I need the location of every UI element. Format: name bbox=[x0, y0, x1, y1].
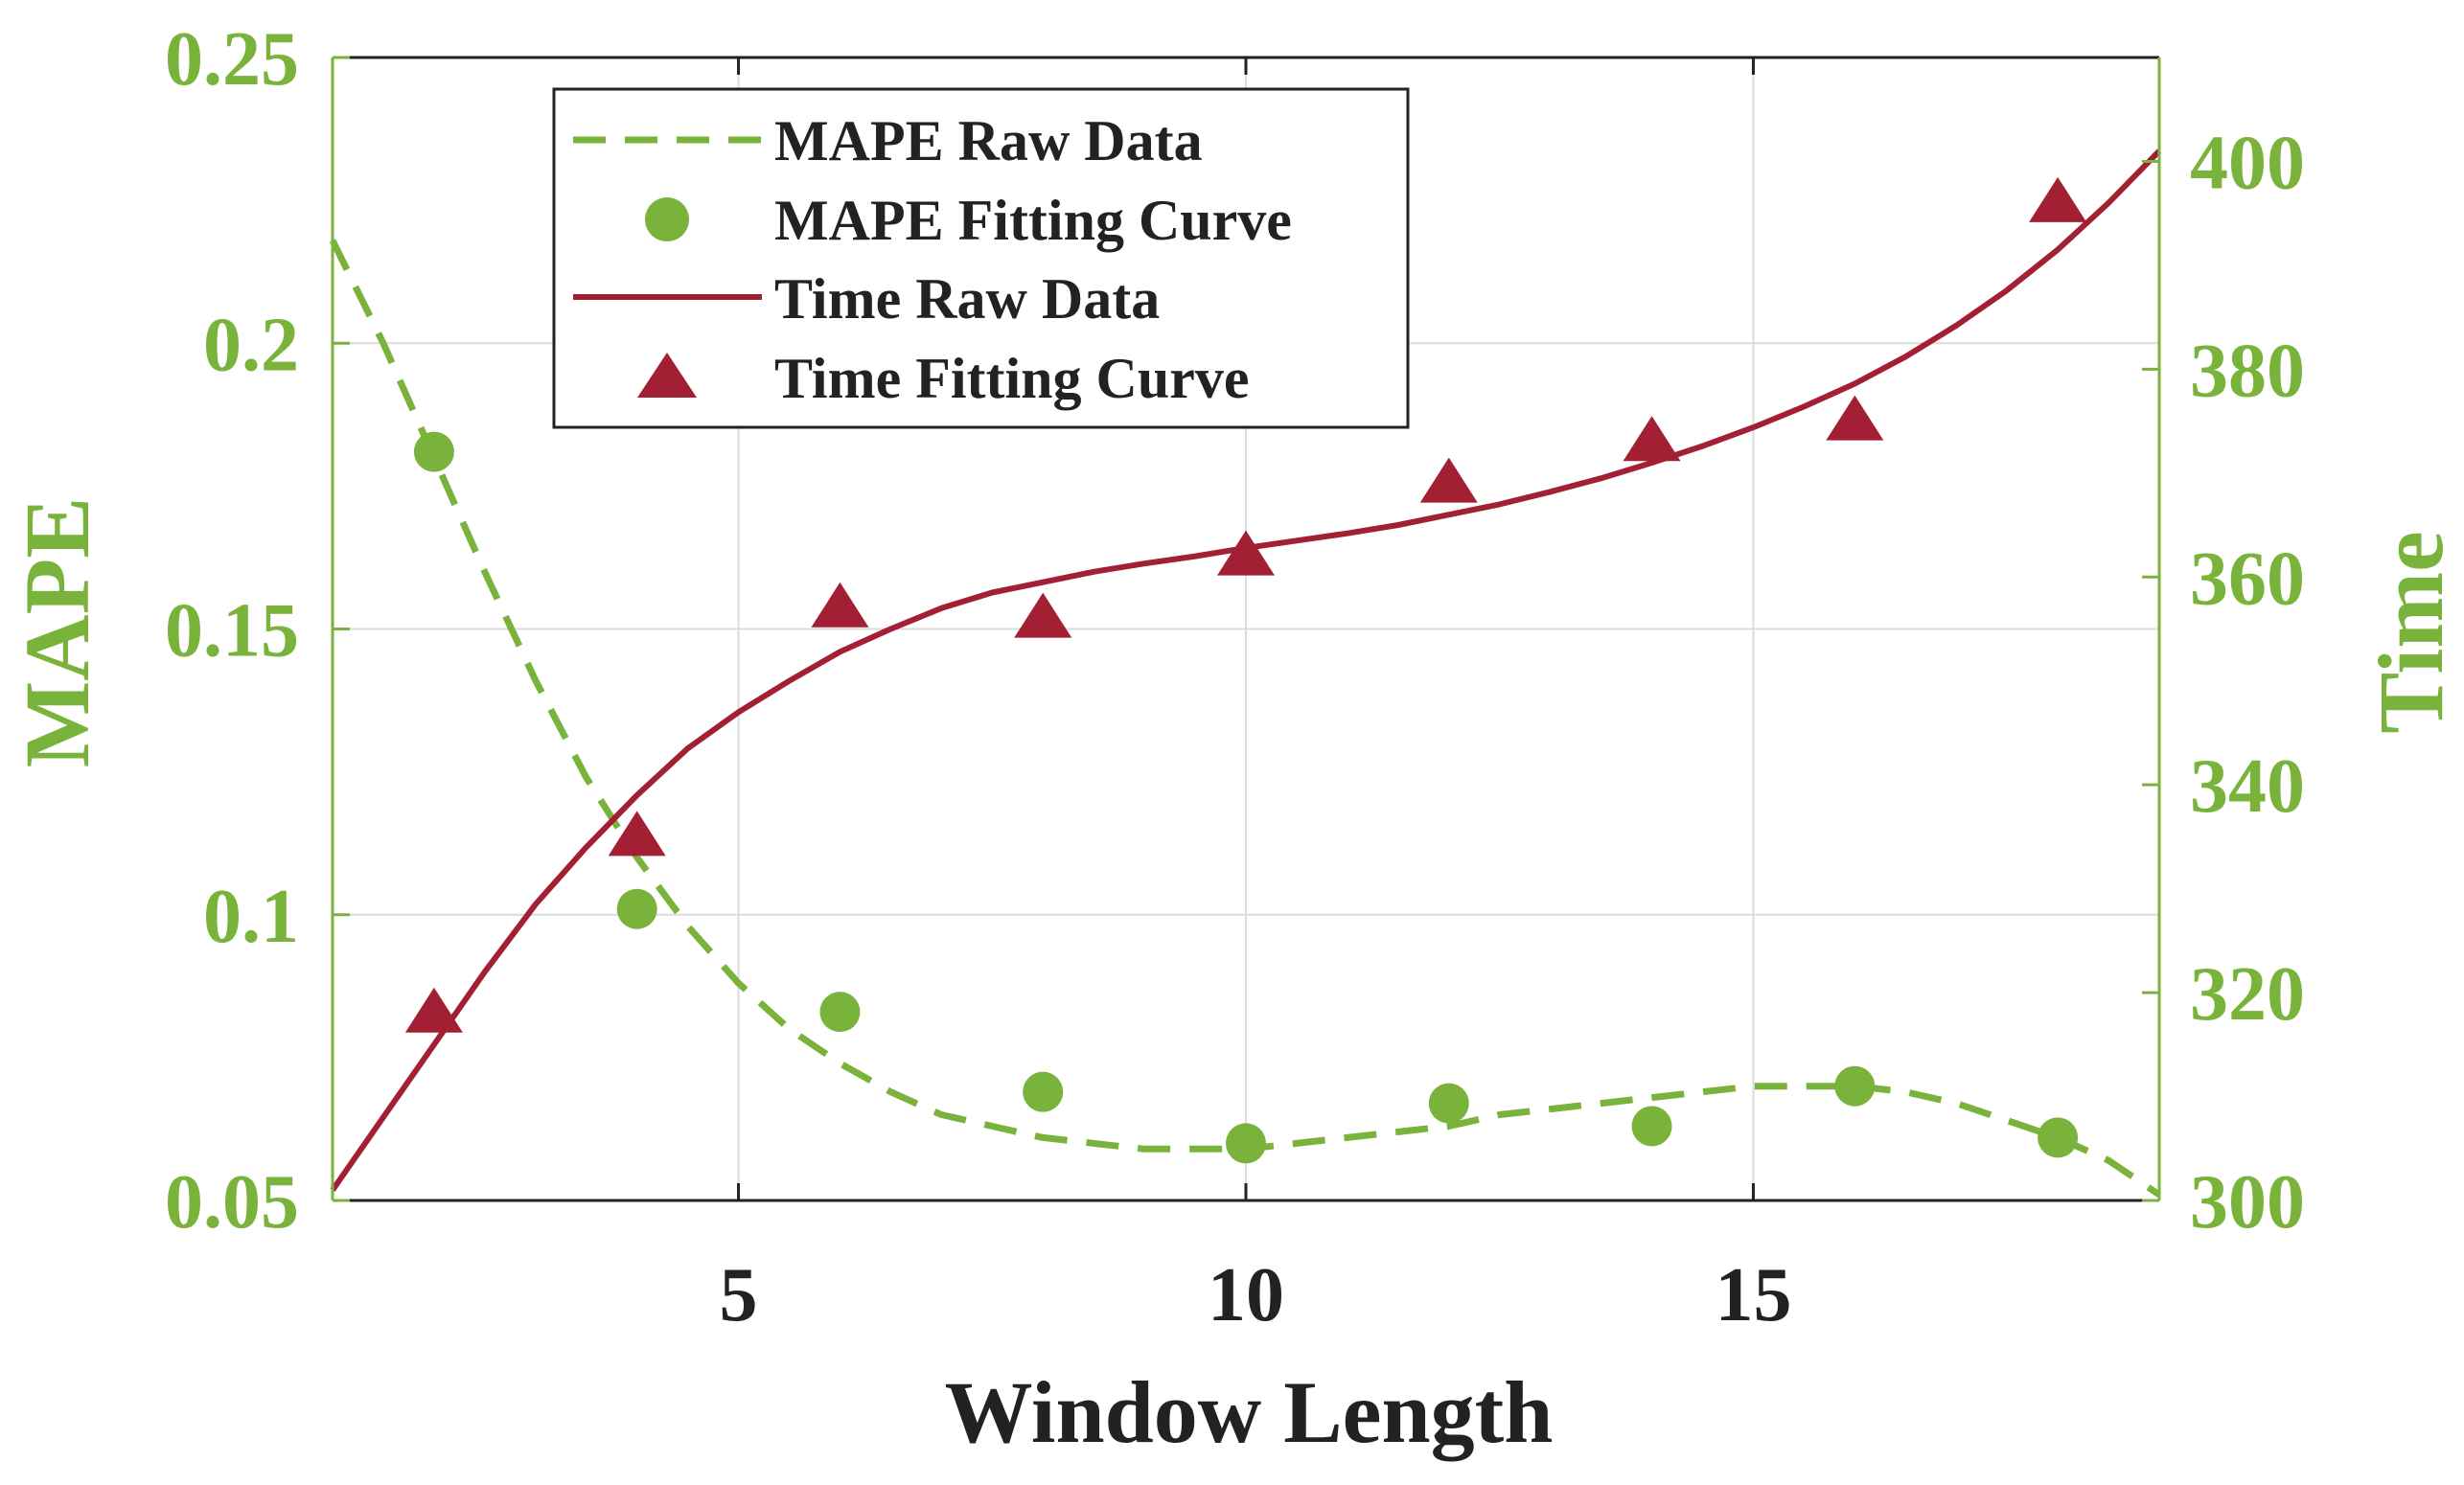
legend-label: Time Raw Data bbox=[774, 267, 1160, 331]
mape-point bbox=[1631, 1106, 1672, 1147]
time-point bbox=[608, 811, 666, 857]
legend-circle-symbol bbox=[645, 197, 689, 241]
legend-label: MAPE Fitting Curve bbox=[774, 189, 1292, 252]
y-tick-label-left: 0.25 bbox=[165, 17, 299, 102]
y-axis-label-left: MAPE bbox=[6, 497, 108, 768]
legend-item-time-fit: Time Fitting Curve bbox=[637, 347, 1250, 410]
legend-label: MAPE Raw Data bbox=[774, 109, 1203, 172]
y-tick-label-right: 320 bbox=[2190, 952, 2305, 1037]
mape-point bbox=[1834, 1065, 1876, 1107]
y-tick-label-left: 0.05 bbox=[165, 1160, 299, 1245]
time-point bbox=[1419, 457, 1478, 503]
x-axis-label: Window Length bbox=[945, 1363, 1554, 1461]
mape-point bbox=[1226, 1123, 1266, 1164]
mape-point bbox=[819, 992, 861, 1033]
legend-item-mape-raw: MAPE Raw Data bbox=[573, 109, 1203, 172]
legend-box bbox=[552, 87, 1410, 429]
x-tick-label: 15 bbox=[1715, 1253, 1791, 1337]
y-tick-label-left: 0.15 bbox=[165, 589, 299, 674]
y-tick-label-right: 360 bbox=[2190, 537, 2305, 621]
mape-point bbox=[413, 431, 454, 472]
legend: MAPE Raw Data MAPE Fitting Curve Time Ra… bbox=[552, 87, 1410, 429]
time-point bbox=[1623, 416, 1681, 462]
y-tick-label-left: 0.2 bbox=[203, 303, 299, 387]
time-point bbox=[2029, 176, 2087, 222]
mape-point bbox=[616, 888, 657, 929]
x-tick-label: 5 bbox=[720, 1253, 758, 1337]
y-tick-label-right: 400 bbox=[2190, 121, 2305, 205]
y-tick-label-right: 300 bbox=[2190, 1160, 2305, 1245]
legend-triangle-symbol bbox=[637, 353, 697, 398]
legend-item-time-raw: Time Raw Data bbox=[573, 267, 1160, 331]
y-tick-label-right: 380 bbox=[2190, 329, 2305, 413]
time-point bbox=[1014, 592, 1072, 638]
time-point bbox=[1826, 395, 1884, 441]
x-tick-label: 10 bbox=[1208, 1253, 1284, 1337]
legend-label: Time Fitting Curve bbox=[774, 347, 1250, 410]
mape-point bbox=[1023, 1071, 1064, 1112]
y-axis-label-right: Time bbox=[2360, 531, 2462, 734]
time-point bbox=[1217, 530, 1275, 576]
mape-point bbox=[2038, 1117, 2079, 1158]
time-point bbox=[404, 987, 463, 1033]
time-point bbox=[811, 582, 869, 628]
y-tick-label-left: 0.1 bbox=[203, 875, 299, 959]
y-tick-label-right: 340 bbox=[2190, 744, 2305, 829]
series-layer bbox=[329, 148, 2162, 1198]
mape-point bbox=[1428, 1083, 1469, 1124]
ticks-layer: 5 10 15 0.05 0.1 0.15 0.2 0.25 300 320 340 360 380 40… bbox=[165, 17, 2305, 1337]
legend-item-mape-fit: MAPE Fitting Curve bbox=[645, 189, 1292, 252]
